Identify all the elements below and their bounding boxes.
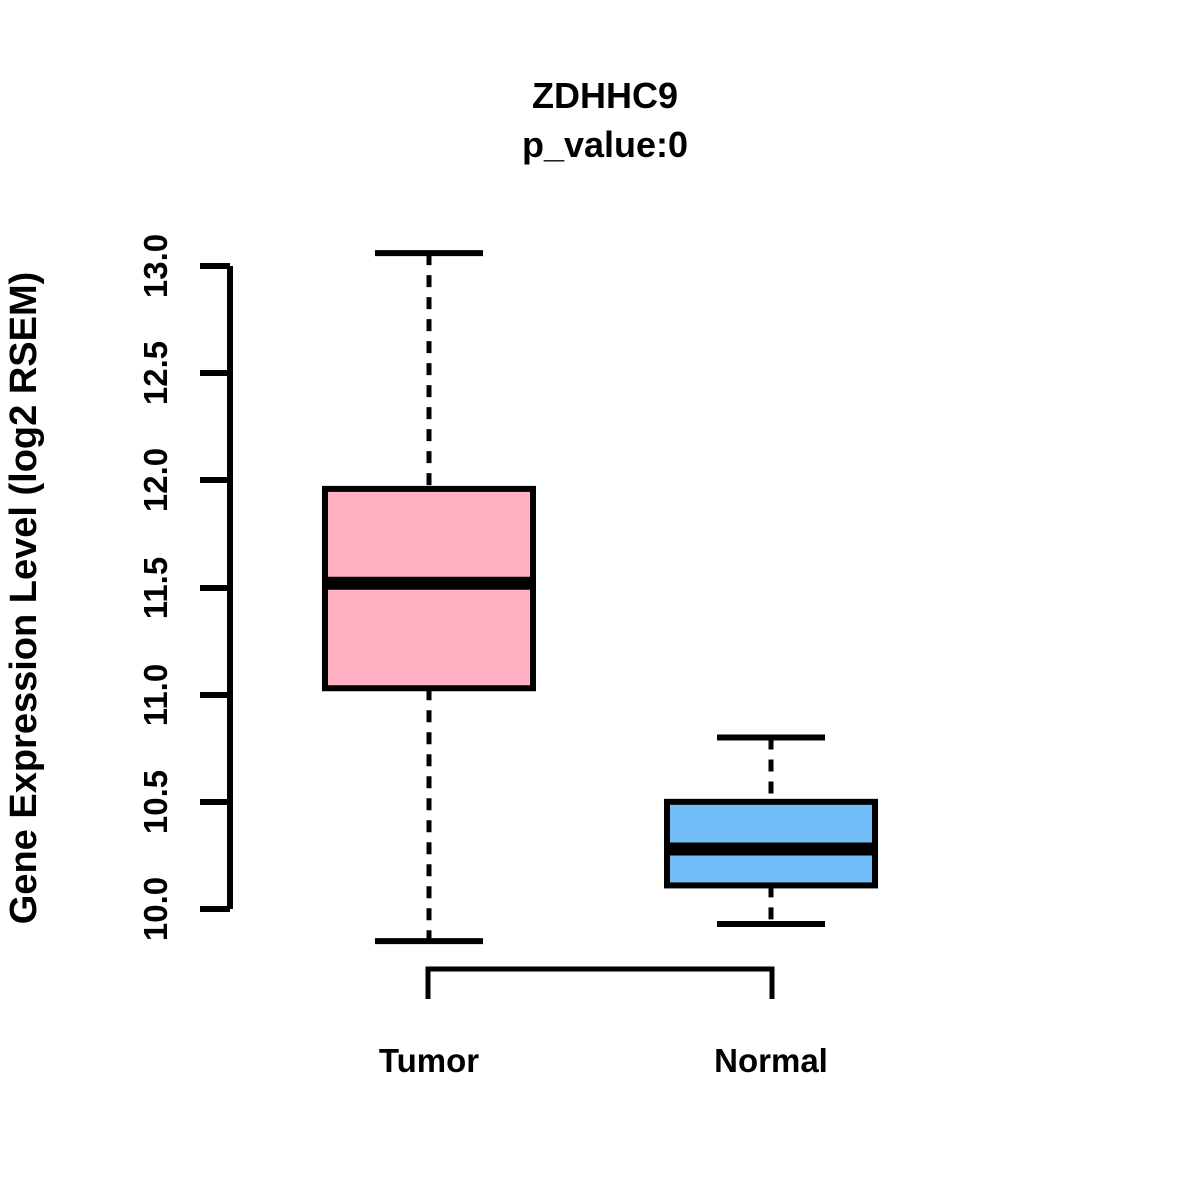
y-axis: 13.0 12.5 12.0 11.5 11.0 10.5 10.0 [137, 234, 233, 941]
y-tick-label-12-0: 12.0 [137, 448, 174, 512]
y-tick-label-12-5: 12.5 [137, 341, 174, 405]
box-normal[interactable] [664, 734, 878, 928]
x-label-normal: Normal [714, 1042, 828, 1079]
significance-bracket [425, 966, 775, 999]
significance-bracket-path [425, 966, 775, 999]
y-tick-label-11-5: 11.5 [137, 557, 174, 619]
y-tick-label-11-0: 11.0 [137, 664, 174, 726]
y-tick-label-13-0: 13.0 [137, 234, 174, 298]
y-axis-title: Gene Expression Level (log2 RSEM) [3, 272, 45, 925]
y-tick-label-10-5: 10.5 [137, 770, 174, 834]
box-tumor[interactable] [322, 250, 536, 945]
chart-title: ZDHHC9 [532, 75, 678, 116]
y-tick-label-10-0: 10.0 [137, 877, 174, 941]
chart-subtitle: p_value:0 [522, 124, 688, 165]
x-label-tumor: Tumor [379, 1042, 479, 1079]
